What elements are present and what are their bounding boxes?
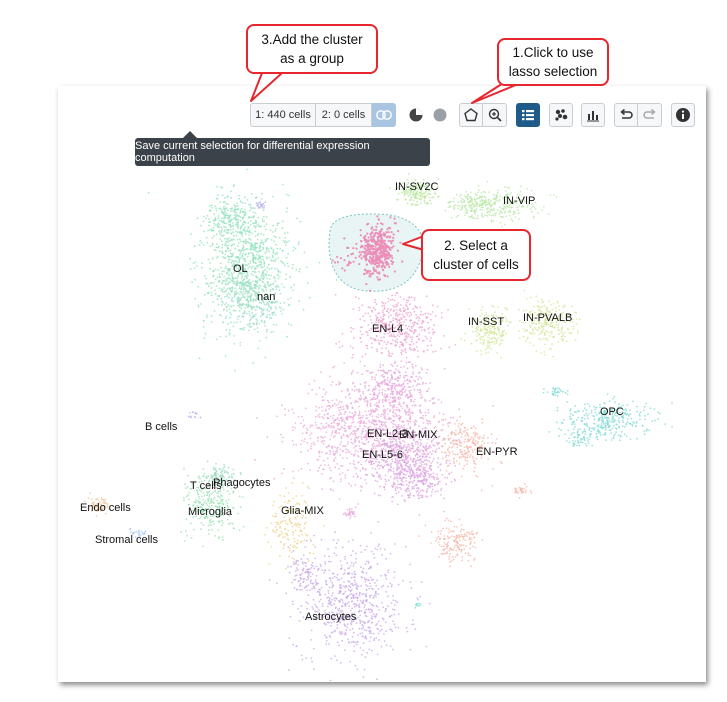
callout-select-line2: cluster of cells [433, 257, 519, 272]
pie-chart-icon [409, 108, 423, 122]
info-button[interactable] [671, 103, 695, 127]
point-color-button[interactable] [428, 103, 452, 127]
lasso-button[interactable] [459, 103, 483, 127]
scatter-button[interactable] [549, 103, 573, 127]
callout-add-group-line1: 3.Add the cluster [261, 32, 363, 47]
redo-icon [642, 108, 656, 119]
cluster-label-en-l2-3: EN-L2-3 [367, 428, 408, 440]
cluster-label-en-mix: EN-MIX [399, 429, 438, 441]
cluster-label-glia-mix: Glia-MIX [281, 505, 324, 517]
list-icon [522, 110, 534, 121]
lasso-icon [464, 108, 478, 122]
callout-add-group-line2: as a group [280, 51, 344, 66]
callout-select-cluster: 2. Select a cluster of cells [421, 229, 531, 281]
cluster-label-endo-cells: Endo cells [80, 502, 131, 514]
cluster-label-in-sst: IN-SST [468, 316, 505, 328]
callout-select-line1: 2. Select a [444, 238, 508, 253]
cluster-label-microglia: Microglia [188, 506, 233, 518]
callout-lasso-line2: lasso selection [508, 64, 598, 79]
cluster-label-astrocytes: Astrocytes [305, 611, 357, 623]
cluster-label-in-vip: IN-VIP [503, 195, 536, 207]
cluster-label-in-pvalb: IN-PVALB [523, 312, 573, 324]
bar-chart-icon [587, 111, 599, 122]
cluster-label-in-sv2c: IN-SV2C [395, 181, 439, 193]
save-selection-tooltip: Save current selection for differential … [135, 138, 430, 166]
point-color-icon [433, 108, 447, 122]
undo-icon [620, 108, 633, 119]
scatter-icon [555, 109, 568, 121]
undo-button[interactable] [614, 103, 638, 127]
zoom-icon [488, 108, 502, 122]
split-selection-icon [376, 110, 392, 120]
callout-add-group: 3.Add the cluster as a group [246, 24, 378, 74]
callout-lasso-line1: 1.Click to use [512, 45, 594, 60]
split-selection-button[interactable] [372, 103, 396, 127]
cluster-label-ol: OL [233, 263, 248, 275]
cluster-label-opc: OPC [600, 406, 624, 418]
bar-chart-button[interactable] [581, 103, 605, 127]
callout-lasso: 1.Click to use lasso selection [497, 38, 609, 86]
cluster-label-b-cells: B cells [145, 421, 178, 433]
list-button[interactable] [516, 103, 540, 127]
group-1-button[interactable]: 1: 440 cells [250, 103, 316, 127]
redo-button[interactable] [638, 103, 662, 127]
group-2-button[interactable]: 2: 0 cells [316, 103, 372, 127]
cluster-label-stromal-cells: Stromal cells [95, 534, 158, 546]
tooltip-arrow [183, 131, 197, 138]
cluster-label-en-pyr: EN-PYR [476, 446, 518, 458]
info-icon [676, 108, 690, 122]
cluster-label-nan: nan [257, 291, 276, 303]
cluster-label-en-l4: EN-L4 [372, 323, 404, 335]
cluster-label-en-l5-6: EN-L5-6 [362, 449, 403, 461]
cluster-label-phagocytes: Phagocytes [213, 477, 271, 489]
pie-chart-button[interactable] [404, 103, 428, 127]
zoom-button[interactable] [483, 103, 507, 127]
cluster-label-t-cells: T cells [190, 480, 222, 492]
